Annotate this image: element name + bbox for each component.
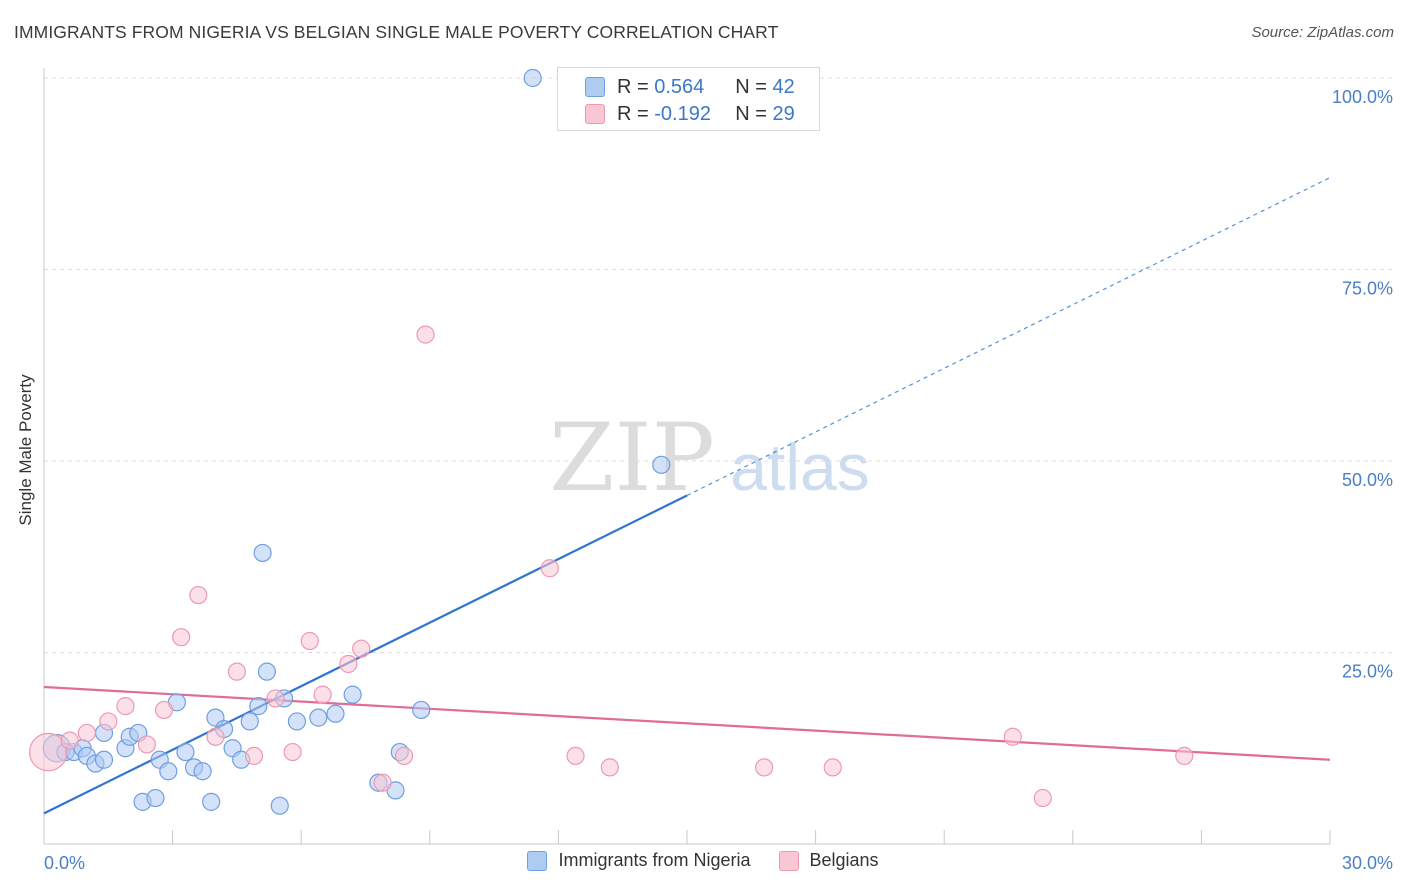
point-belgians <box>99 712 118 731</box>
point-nigeria <box>287 712 307 731</box>
legend-r-label: R = <box>617 102 655 125</box>
legend-row-belgians: R = -0.192 N = 29 <box>585 101 795 127</box>
legend-r-label: R = <box>617 75 655 98</box>
point-belgians <box>227 662 246 681</box>
series-legend: Immigrants from Nigeria Belgians <box>0 850 1406 871</box>
legend-n-value: 29 <box>772 102 795 125</box>
point-nigeria <box>159 762 178 781</box>
point-belgians <box>566 746 585 766</box>
watermark: ZIP atlas <box>549 404 870 513</box>
point-belgians <box>60 731 79 750</box>
point-belgians <box>116 697 135 716</box>
point-belgians <box>137 735 156 754</box>
legend-r-value: 0.564 <box>654 75 705 98</box>
legend-n-label: N = <box>735 102 773 125</box>
y-tick-label: 100.0% <box>1332 87 1393 107</box>
point-nigeria <box>146 788 165 808</box>
chart-title: IMMIGRANTS FROM NIGERIA VS BELGIAN SINGL… <box>14 22 779 42</box>
point-belgians <box>540 559 559 578</box>
point-nigeria <box>257 662 277 681</box>
y-axis-label: Single Male Poverty <box>16 299 36 525</box>
point-belgians <box>206 727 225 746</box>
point-belgians <box>28 732 68 772</box>
point-belgians <box>373 773 392 792</box>
point-belgians <box>266 689 285 708</box>
x-tick-label-min: 0.0% <box>44 853 85 873</box>
point-belgians <box>313 685 332 704</box>
point-nigeria <box>240 712 259 731</box>
point-belgians <box>1033 788 1052 808</box>
series-legend-nigeria[interactable]: Immigrants from Nigeria <box>527 850 751 871</box>
point-nigeria <box>309 708 328 727</box>
point-belgians <box>1003 727 1022 746</box>
point-belgians <box>300 631 319 651</box>
point-nigeria <box>523 68 542 88</box>
watermark-atlas: atlas <box>730 430 869 504</box>
point-belgians <box>600 758 619 777</box>
series-swatch-nigeria <box>527 850 548 871</box>
point-nigeria <box>326 704 345 723</box>
trend-line-nigeria-extension <box>686 177 1331 497</box>
legend-swatch-nigeria <box>585 77 605 97</box>
point-nigeria <box>202 792 221 811</box>
point-belgians <box>755 758 774 777</box>
gridlines <box>44 77 1395 653</box>
legend-swatch-belgians <box>585 104 605 124</box>
legend-box: R = 0.564 N = 42 R = -0.192 N = 29 <box>557 67 820 131</box>
series-swatch-belgians <box>778 850 799 871</box>
point-belgians <box>416 325 435 344</box>
watermark-zip: ZIP <box>549 404 715 513</box>
point-belgians <box>394 746 414 766</box>
point-nigeria <box>94 750 114 769</box>
legend-r-value: -0.192 <box>654 102 711 125</box>
legend-n-label: N = <box>735 75 773 98</box>
series-legend-belgians[interactable]: Belgians <box>778 850 879 871</box>
y-axis-label-text: Single Male Poverty <box>16 374 35 526</box>
point-belgians <box>189 585 208 605</box>
point-nigeria <box>270 796 289 815</box>
legend-n-value: 42 <box>772 75 795 98</box>
point-nigeria <box>249 697 268 716</box>
point-nigeria <box>652 455 671 474</box>
point-belgians <box>154 700 174 720</box>
point-belgians <box>352 639 371 658</box>
point-belgians <box>244 746 264 766</box>
point-belgians <box>77 723 96 743</box>
point-belgians <box>283 742 302 762</box>
trend-lines <box>43 177 1331 815</box>
point-nigeria <box>412 700 431 720</box>
point-nigeria <box>176 742 195 762</box>
axes <box>43 68 1331 845</box>
x-tick-label-max: 30.0% <box>1342 853 1393 873</box>
point-belgians <box>339 654 358 674</box>
point-belgians <box>172 628 191 647</box>
series-label-nigeria: Immigrants from Nigeria <box>558 850 751 870</box>
point-nigeria <box>193 762 212 781</box>
data-points <box>28 68 1194 815</box>
y-tick-label: 75.0% <box>1342 279 1393 299</box>
series-label-belgians: Belgians <box>809 850 879 870</box>
point-belgians <box>823 758 842 777</box>
source-label: Source: ZipAtlas.com <box>1251 24 1394 41</box>
point-nigeria <box>343 685 362 704</box>
y-tick-label: 25.0% <box>1342 662 1393 682</box>
legend-row-nigeria: R = 0.564 N = 42 <box>585 74 795 100</box>
point-belgians <box>1175 746 1194 766</box>
point-nigeria <box>253 543 272 563</box>
y-tick-label: 50.0% <box>1342 470 1393 490</box>
tick-labels: 25.0% 50.0% 75.0% 100.0% 0.0% 30.0% <box>44 87 1393 873</box>
